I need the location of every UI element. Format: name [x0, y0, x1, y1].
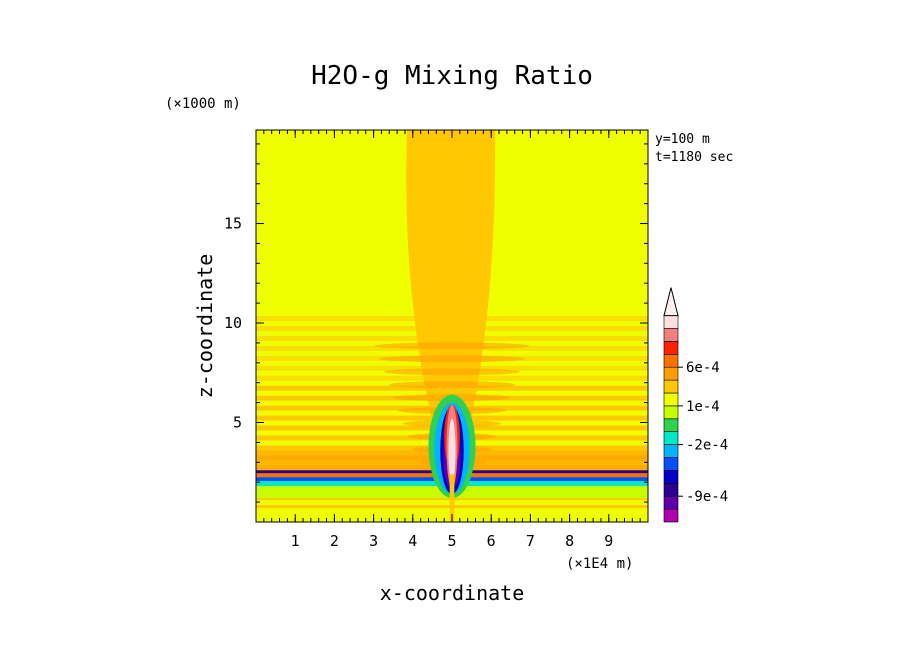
plume-wave [388, 381, 516, 389]
colorbar-cell [663, 444, 679, 458]
info-line-y: y=100 m [655, 132, 710, 147]
x-tick-label: 5 [447, 532, 456, 550]
colorbar-label: -2e-4 [686, 438, 728, 454]
colorbar-cell [663, 431, 679, 445]
x-axis: 1 2 3 4 5 6 7 8 9 [263, 130, 649, 550]
colorbar-arrow [663, 287, 679, 317]
colorbar: -9e-4 -2e-4 1e-4 6e-4 [663, 287, 728, 523]
colorbar-label: -9e-4 [686, 489, 728, 505]
y-tick-label: 15 [224, 215, 242, 233]
colorbar-cell [663, 379, 679, 394]
colorbar-cell [663, 418, 679, 432]
x-unit-label: (×1E4 m) [566, 556, 633, 572]
x-tick-label: 6 [487, 532, 496, 550]
colorbar-cell [663, 405, 679, 420]
chart-title: H2O-g Mixing Ratio [311, 61, 593, 91]
colorbar-cell [663, 366, 679, 381]
x-tick-label: 2 [330, 532, 339, 550]
x-tick-label: 8 [565, 532, 574, 550]
colorbar-label: 6e-4 [686, 360, 720, 376]
colorbar-cell [663, 315, 679, 329]
x-tick-label: 9 [604, 532, 613, 550]
y-unit-label: (×1000 m) [165, 96, 241, 112]
core-center [448, 418, 456, 483]
x-tick-label: 7 [526, 532, 535, 550]
info-line-t: t=1180 sec [655, 150, 733, 165]
x-tick-label: 4 [408, 532, 417, 550]
y-tick-label: 10 [224, 314, 242, 332]
core-stem [449, 474, 455, 522]
colorbar-cell [663, 353, 679, 368]
colorbar-cell [663, 482, 679, 497]
x-axis-label: x-coordinate [380, 581, 525, 605]
colorbar-cell [663, 508, 679, 523]
colorbar-cell [663, 470, 679, 484]
colorbar-cell [663, 341, 679, 355]
plume-upper [406, 130, 496, 463]
plume-wave [374, 342, 530, 350]
y-tick-label: 5 [233, 414, 242, 432]
colorbar-cell [663, 328, 679, 342]
y-axis-label: z-coordinate [193, 254, 217, 399]
x-tick-label: 1 [291, 532, 300, 550]
colorbar-cell [663, 457, 679, 471]
contour-field [256, 130, 648, 522]
colorbar-label: 1e-4 [686, 399, 720, 415]
x-tick-label: 3 [369, 532, 378, 550]
plume-wave [379, 355, 525, 363]
colorbar-cell [663, 392, 679, 407]
colorbar-cell [663, 495, 679, 510]
plume-wave [383, 368, 521, 376]
y-axis: 5 10 15 [224, 143, 648, 503]
